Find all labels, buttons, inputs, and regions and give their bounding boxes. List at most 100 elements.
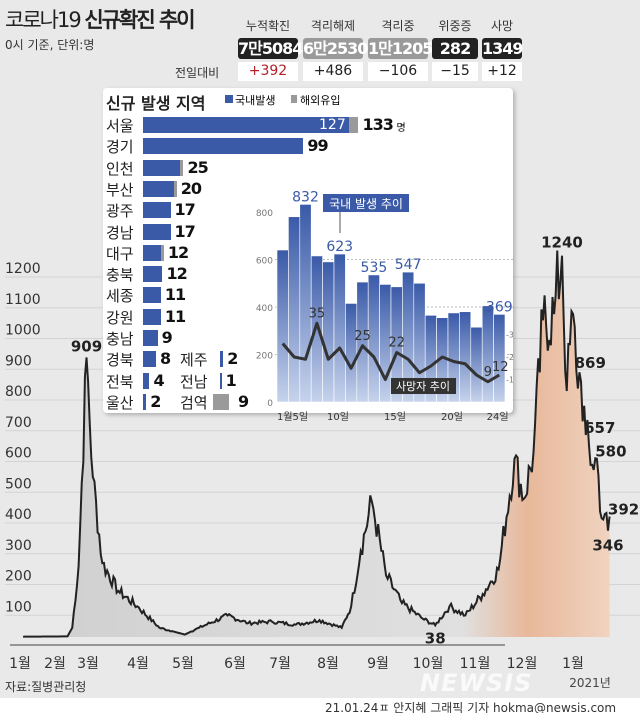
stat-value: 1349 bbox=[482, 38, 524, 59]
legend-imported: 해외유입 bbox=[300, 94, 341, 107]
inset-bar-label: 832 bbox=[292, 189, 319, 205]
xtick-label: 11월 bbox=[460, 656, 491, 672]
stat-value: 282 bbox=[432, 38, 478, 59]
xtick-label: 1월 bbox=[562, 656, 584, 672]
title-main: 신규확진 추이 bbox=[84, 8, 195, 32]
legend-domestic-swatch bbox=[225, 95, 233, 103]
ytick-label: 100 bbox=[5, 599, 32, 615]
peak-label: 657 bbox=[584, 419, 615, 437]
region-name: 경남 bbox=[106, 223, 134, 242]
region-name: 경북 bbox=[106, 351, 134, 370]
peak-label: 869 bbox=[575, 354, 606, 372]
region-title: 신규 발생 지역 bbox=[106, 94, 206, 113]
death-title: 사망자 추이 bbox=[396, 380, 450, 393]
stat-label: 누적확진 bbox=[245, 19, 291, 33]
domestic-bar bbox=[143, 180, 174, 197]
region-name: 강원 bbox=[106, 308, 134, 327]
stat-change: +12 bbox=[482, 62, 522, 81]
peak-label: 909 bbox=[71, 337, 102, 355]
region-name: 전남 bbox=[180, 372, 208, 391]
region-panel: 신규 발생 지역 국내발생 해외유입 0 200 400 600 800 832 623 53… bbox=[103, 88, 513, 423]
ytick-label: 900 bbox=[5, 353, 32, 369]
region-value: 9 bbox=[161, 328, 173, 347]
domestic-bar bbox=[143, 266, 163, 283]
imported-bar bbox=[173, 180, 177, 197]
death-title-box bbox=[391, 378, 456, 394]
xtick-label: 9월 bbox=[367, 656, 389, 672]
peak-label: 580 bbox=[595, 443, 626, 461]
stat-label: 위중증 bbox=[438, 19, 472, 33]
source: 자료:질병관리청 bbox=[5, 680, 87, 694]
region-name: 세종 bbox=[106, 287, 134, 306]
region-name: 제주 bbox=[180, 351, 208, 370]
inset-bar bbox=[276, 249, 289, 403]
newsis-logo: NEWSIS bbox=[420, 670, 533, 696]
inset-title: 국내 발생 추이 bbox=[329, 197, 403, 211]
peak-label: 1240 bbox=[541, 234, 583, 252]
inset-chart: 0 200 400 600 800 832 623 535 547 369 국내 발생 추이 1월5일… bbox=[256, 189, 513, 423]
death-label: 35 bbox=[309, 306, 326, 321]
death-label: 9 bbox=[484, 365, 492, 380]
imported-bar bbox=[180, 159, 184, 176]
region-name: 대구 bbox=[106, 244, 134, 263]
inset-ytick: 800 bbox=[256, 209, 273, 219]
year-label: 2021년 bbox=[569, 676, 611, 690]
domestic-bar: 127 bbox=[143, 117, 349, 133]
stat-value: 6만2530 bbox=[303, 38, 368, 59]
title-prefix: 코로나19 bbox=[5, 8, 85, 32]
region-value: 12 bbox=[167, 242, 189, 262]
region-value: 11 bbox=[164, 306, 186, 326]
xtick-label: 3월 bbox=[77, 656, 99, 672]
subtitle: 0시 기준, 단위:명 bbox=[5, 38, 95, 52]
domestic-bar bbox=[143, 308, 161, 325]
region-name: 전북 bbox=[106, 372, 134, 391]
region-name: 충북 bbox=[106, 266, 134, 285]
inner-label: 127 bbox=[319, 117, 346, 133]
stat-value: 1만1205 bbox=[368, 38, 433, 59]
inset-bar bbox=[299, 204, 312, 403]
footer-bar bbox=[0, 698, 640, 713]
region-name: 광주 bbox=[106, 202, 134, 221]
death-ytick: -20 bbox=[506, 353, 513, 362]
inset-ytick: 0 bbox=[267, 399, 273, 409]
xtick-label: 10월 bbox=[413, 656, 444, 672]
stat-value: 7만5084 bbox=[238, 38, 303, 59]
ytick-label: 300 bbox=[5, 538, 32, 554]
inset-bar bbox=[470, 326, 483, 403]
region-name: 검역 bbox=[180, 393, 208, 412]
region-value: 25 bbox=[187, 157, 209, 177]
region-name: 부산 bbox=[106, 180, 134, 199]
xtick-label: 6월 bbox=[224, 656, 246, 672]
inset-bar-label: 623 bbox=[326, 239, 353, 255]
ytick-label: 1200 bbox=[5, 261, 41, 277]
legend-domestic: 국내발생 bbox=[235, 94, 276, 107]
xtick-label: 5월 bbox=[172, 656, 194, 672]
inset-bar bbox=[345, 303, 358, 403]
domestic-bar bbox=[143, 330, 158, 346]
region-value: 9 bbox=[238, 391, 249, 411]
stat-change: −106 bbox=[368, 62, 428, 81]
domestic-bar bbox=[143, 393, 147, 410]
xtick-label: 7월 bbox=[269, 656, 291, 672]
region-value: 99 bbox=[307, 136, 328, 156]
region-value: 20 bbox=[180, 178, 202, 198]
compare-label: 전일대비 bbox=[175, 66, 220, 80]
region-value: 2 bbox=[227, 349, 238, 369]
region-value: 17 bbox=[174, 200, 196, 220]
inset-xtick: 24일 bbox=[487, 411, 509, 423]
area-fill bbox=[23, 250, 610, 637]
imported-bar bbox=[348, 117, 359, 133]
death-ytick: -10 bbox=[506, 376, 513, 385]
credit: 21.01.24ㅍ 안지혜 그래픽 기자 hokma@newsis.com bbox=[325, 701, 617, 713]
death-ytick: -30 bbox=[506, 331, 513, 340]
region-value: 2 bbox=[150, 391, 161, 411]
xtick-label: 2월 bbox=[44, 656, 66, 672]
inset-bar bbox=[493, 314, 506, 403]
domestic-bar bbox=[143, 159, 181, 176]
imported-bar bbox=[213, 393, 229, 410]
inset-bar bbox=[288, 216, 301, 403]
stat-change: +486 bbox=[303, 62, 363, 81]
stat-change: +392 bbox=[238, 62, 298, 81]
domestic-bar bbox=[143, 372, 150, 389]
